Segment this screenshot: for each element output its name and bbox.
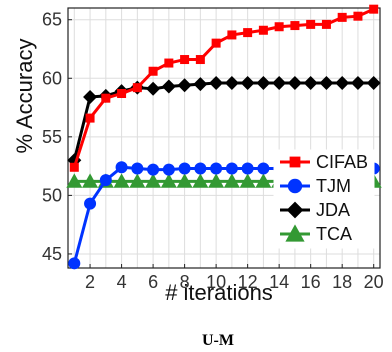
data-point-cifab — [243, 28, 253, 38]
data-point-cifab — [148, 66, 158, 76]
x-tick-label: 20 — [364, 272, 384, 292]
data-point-cifab — [274, 22, 284, 32]
data-point-cifab — [290, 21, 300, 31]
legend-item-cifab: CIFAB — [280, 152, 368, 172]
legend-label-jda: JDA — [316, 200, 350, 220]
x-tick-label: 12 — [238, 272, 258, 292]
data-point-jda — [287, 75, 302, 90]
y-axis-label: % Accuracy — [12, 39, 37, 154]
x-tick-label: 14 — [269, 272, 289, 292]
data-point-tjm — [131, 162, 144, 175]
data-point-cifab — [132, 83, 142, 93]
x-tick-label: 16 — [301, 272, 321, 292]
data-point-tjm — [241, 162, 254, 175]
legend-marker-jda — [286, 201, 304, 219]
y-tick-label: 60 — [42, 68, 62, 88]
data-point-tca — [129, 173, 146, 188]
data-point-cifab — [258, 25, 268, 35]
data-point-tjm — [225, 162, 238, 175]
data-point-jda — [177, 78, 192, 93]
legend-label-tjm: TJM — [316, 176, 351, 196]
plot-frame — [67, 7, 381, 269]
legend: CIFAB TJM JDA TCA — [273, 149, 375, 249]
data-point-tca — [82, 173, 99, 188]
x-tick-label: 2 — [85, 272, 95, 292]
series-layer — [66, 4, 382, 270]
data-point-jda — [240, 75, 255, 90]
data-point-jda — [350, 75, 365, 90]
data-point-tjm — [147, 163, 160, 176]
legend-label-cifab: CIFAB — [316, 152, 368, 172]
data-point-tjm — [210, 162, 223, 175]
data-point-cifab — [101, 93, 111, 103]
data-point-jda — [335, 75, 350, 90]
data-point-jda — [224, 75, 239, 90]
data-point-cifab — [321, 19, 331, 29]
data-point-jda — [146, 81, 161, 96]
data-point-jda — [366, 75, 381, 90]
legend-item-jda: JDA — [280, 200, 350, 220]
legend-item-tca: TCA — [280, 224, 352, 244]
data-point-tjm — [84, 197, 97, 210]
data-point-tjm — [99, 174, 112, 187]
legend-marker-tjm — [287, 178, 303, 194]
data-point-jda — [83, 90, 98, 105]
y-tick-label: 55 — [42, 127, 62, 147]
x-tick-label: 18 — [332, 272, 352, 292]
x-axis: 2 4 6 8 10 12 14 16 18 20 — [85, 264, 384, 292]
data-point-cifab — [195, 55, 205, 65]
y-axis: 45 50 55 60 65 — [42, 10, 72, 264]
data-point-jda — [256, 75, 271, 90]
data-point-tca — [192, 173, 209, 188]
data-point-cifab — [306, 19, 316, 29]
y-tick-label: 45 — [42, 244, 62, 264]
data-point-cifab — [117, 88, 127, 98]
data-point-tjm — [178, 162, 191, 175]
x-tick-label: 10 — [206, 272, 226, 292]
data-point-jda — [161, 79, 176, 94]
series-cifab — [69, 4, 379, 172]
data-point-jda — [272, 75, 287, 90]
data-point-cifab — [69, 162, 79, 172]
series-jda — [67, 75, 381, 168]
data-point-cifab — [180, 55, 190, 65]
data-point-tjm — [257, 162, 270, 175]
data-point-tjm — [194, 162, 207, 175]
x-tick-label: 8 — [180, 272, 190, 292]
data-point-jda — [303, 75, 318, 90]
data-point-tca — [176, 173, 193, 188]
data-point-tca — [113, 173, 130, 188]
legend-marker-tca — [285, 224, 305, 242]
legend-item-tjm: TJM — [280, 176, 351, 196]
data-point-tca — [223, 173, 240, 188]
legend-label-tca: TCA — [316, 224, 352, 244]
data-point-jda — [193, 77, 208, 92]
data-point-tca — [145, 173, 162, 188]
legend-marker-cifab — [289, 156, 301, 168]
data-point-tjm — [115, 161, 128, 174]
data-point-tca — [239, 173, 256, 188]
y-tick-label: 65 — [42, 10, 62, 30]
data-point-tjm — [68, 257, 81, 270]
data-point-cifab — [353, 11, 363, 21]
data-point-cifab — [227, 30, 237, 40]
x-axis-label: # iterations — [165, 280, 273, 305]
data-point-cifab — [337, 12, 347, 22]
data-point-tca — [160, 173, 177, 188]
data-point-tca — [66, 173, 83, 188]
data-point-cifab — [85, 113, 95, 123]
data-point-cifab — [211, 38, 221, 48]
x-tick-label: 6 — [148, 272, 158, 292]
data-point-jda — [209, 75, 224, 90]
y-tick-label: 50 — [42, 185, 62, 205]
data-point-cifab — [369, 4, 379, 14]
x-tick-label: 4 — [117, 272, 127, 292]
data-point-tca — [208, 173, 225, 188]
data-point-cifab — [164, 58, 174, 68]
data-point-tca — [255, 173, 272, 188]
data-point-jda — [319, 75, 334, 90]
chart-caption: U-M — [202, 332, 234, 349]
data-point-tjm — [162, 163, 175, 176]
